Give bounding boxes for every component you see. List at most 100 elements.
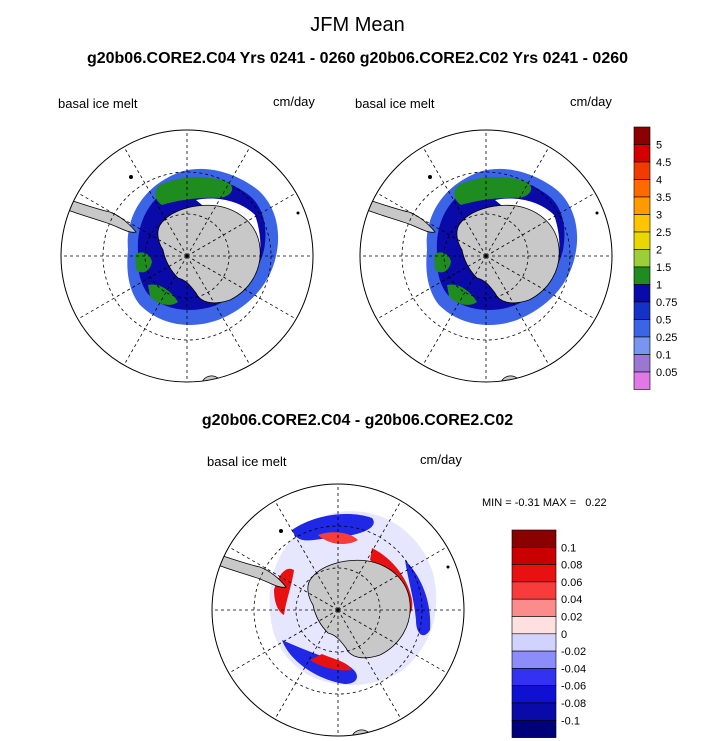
colorbar-diff-tick-label: 0.04: [561, 594, 582, 606]
colorbar-diff-swatch: [511, 719, 557, 738]
max-label: MAX =: [542, 497, 577, 509]
colorbar-diff-tick-label: -0.04: [561, 663, 586, 675]
map-border: [211, 483, 465, 737]
polar-map-c02: [359, 129, 613, 383]
colorbar-diff-swatch: [511, 633, 557, 652]
colorbar-diff-tick-label: 0.06: [561, 577, 582, 589]
colorbar-diff-tick-label: -0.1: [561, 715, 580, 727]
colorbar-top-swatch: [633, 249, 651, 268]
diff-negative-region-3: [405, 560, 431, 636]
colorbar-diff-tick-label: 0: [561, 629, 567, 641]
colorbar-diff-swatch: [511, 546, 557, 565]
colorbar-top-tick-label: 3: [656, 210, 662, 222]
melt-region-green: [155, 176, 233, 205]
colorbar-diff-tick-label: 0.1: [561, 542, 576, 554]
colorbar-top-swatch: [633, 231, 651, 250]
melt-region-green-3: [447, 284, 477, 305]
island-dot: [595, 211, 599, 215]
colorbar-top: 5 4.5 4 3.5 3 2.5 2 1.5 1 0.75 0.5 0.25 0.1 0.05: [633, 126, 677, 390]
polar-map-c04: [60, 129, 314, 383]
colorbar-diff-swatch: [511, 668, 557, 687]
colorbar-top-swatch: [633, 336, 651, 355]
colorbar-top-tick-label: 2.5: [656, 227, 671, 239]
colorbar-top-swatch: [633, 179, 651, 198]
panel1-variable-label: basal ice melt: [58, 96, 138, 111]
colorbar-diff-tick-label: -0.06: [561, 681, 586, 693]
colorbar-top-swatch: [633, 266, 651, 285]
south-america-land: [217, 554, 287, 588]
colorbar-diff-swatch: [511, 702, 557, 721]
colorbar-top-swatch: [633, 354, 651, 373]
colorbar-top-tick-label: 3.5: [656, 192, 671, 204]
colorbar-top-swatch: [633, 214, 651, 233]
island-dot: [279, 529, 283, 533]
africa-land: [201, 375, 219, 382]
difference-title: g20b06.CORE2.C04 - g20b06.CORE2.C02: [201, 412, 514, 429]
colorbar-diff-swatch: [511, 616, 557, 635]
africa-land: [500, 375, 518, 382]
panel2-variable-label: basal ice melt: [355, 96, 435, 111]
colorbar-top-swatch: [633, 301, 651, 320]
colorbar-top-tick-label: 1.5: [656, 262, 671, 274]
diff-positive-region-4: [318, 532, 358, 545]
colorbar-diff-tick-label: 0.08: [561, 560, 582, 572]
colorbar-top-tick-label: 0.25: [656, 332, 677, 344]
graticule: [212, 484, 464, 736]
diff-negative-region: [292, 514, 374, 541]
colorbar-top-tick-label: 0.1: [656, 350, 671, 362]
min-max-readout: MIN = -0.31 MAX = 0.22: [482, 497, 607, 509]
colorbar-top-tick-label: 5: [656, 140, 662, 152]
diff-units-label: cm/day: [420, 452, 462, 467]
island-dot: [129, 175, 133, 179]
diff-positive-region-3: [310, 654, 352, 671]
antarctica-land: [157, 204, 261, 304]
main-title: JFM Mean: [310, 14, 405, 36]
colorbar-top-swatch: [633, 319, 651, 338]
colorbar-diff-swatch: [511, 529, 557, 548]
melt-region-green-2: [135, 252, 152, 273]
colorbar-diff-swatch: [511, 598, 557, 617]
island-dot: [446, 565, 450, 569]
colorbar-top-swatch: [633, 144, 651, 163]
colorbar-diff-swatch: [511, 564, 557, 583]
colorbar-diff-tick-label: -0.08: [561, 698, 586, 710]
colorbar-top-tick-label: 4.5: [656, 157, 671, 169]
antarctica-land: [307, 559, 411, 659]
colorbar-top-tick-label: 1: [656, 280, 662, 292]
graticule: [61, 130, 313, 382]
colorbar-top-swatch: [633, 161, 651, 180]
colorbar-top-tick-label: 2: [656, 245, 662, 257]
colorbar-diff-swatch: [511, 650, 557, 669]
colorbar-top-tick-label: 0.5: [656, 315, 671, 327]
island-dot: [296, 211, 300, 215]
colorbar-diff-swatch: [511, 685, 557, 704]
island-dot: [428, 175, 432, 179]
graticule: [360, 130, 612, 382]
colorbar-diff-swatch: [511, 581, 557, 600]
polar-map-difference: [211, 483, 465, 737]
colorbar-top-tick-label: 0.05: [656, 367, 677, 379]
colorbar-diff-tick-label: 0.02: [561, 612, 582, 624]
colorbar-top-swatch: [633, 371, 651, 390]
colorbar-top-tick-label: 4: [656, 175, 662, 187]
melt-region-green: [454, 176, 532, 205]
colorbar-top-swatch: [633, 126, 651, 145]
colorbar-difference: 0.1 0.08 0.06 0.04 0.02 0 -0.02 -0.04 -0.06 -0.08…: [511, 529, 586, 738]
colorbar-top-tick-label: 0.75: [656, 297, 677, 309]
map-border: [60, 129, 314, 383]
min-label: MIN =: [482, 497, 512, 509]
melt-region-green-2: [434, 252, 451, 273]
antarctica-land: [456, 204, 560, 304]
south-america-land: [366, 199, 436, 233]
diff-variable-label: basal ice melt: [207, 454, 287, 469]
min-value: -0.31: [514, 497, 540, 509]
max-value: 0.22: [585, 497, 607, 509]
colorbar-top-swatch: [633, 196, 651, 215]
colorbar-top-swatch: [633, 284, 651, 303]
map-border: [359, 129, 613, 383]
run-subtitle: g20b06.CORE2.C04 Yrs 0241 - 0260 g20b06.…: [86, 50, 629, 67]
south-america-land: [67, 199, 137, 233]
melt-region-green-3: [148, 284, 178, 305]
panel2-units-label: cm/day: [570, 94, 612, 109]
